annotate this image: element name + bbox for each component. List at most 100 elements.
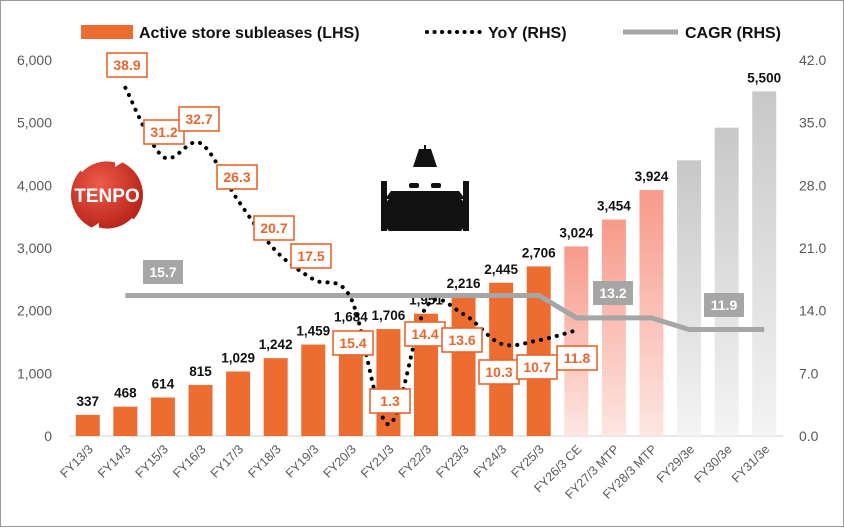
legend-label-cagr: CAGR (RHS) [685, 25, 781, 42]
y-right-tick-label: 21.0 [799, 240, 826, 256]
y-left-tick-label: 0 [44, 428, 52, 444]
yoy-data-label: 31.2 [150, 124, 177, 140]
x-tick-label: FY16/3 [170, 442, 208, 480]
x-tick-label: FY13/3 [58, 442, 96, 480]
x-tick-label: FY17/3 [208, 442, 246, 480]
legend: Active store subleases (LHS) YoY (RHS) C… [81, 25, 781, 42]
legend-label-yoy: YoY (RHS) [488, 25, 567, 42]
yoy-data-label: 13.6 [448, 332, 475, 348]
cagr-data-label: 15.7 [149, 264, 176, 280]
yoy-label-box [478, 359, 520, 385]
cagr-line [125, 292, 765, 332]
bar-data-label: 3,024 [559, 225, 593, 240]
bar-data-label: 3,454 [597, 199, 631, 214]
x-tick-label: FY21/3 [358, 442, 396, 480]
bar [639, 190, 664, 436]
bar [376, 329, 401, 436]
x-tick-label: FY29/3e [654, 442, 697, 485]
yoy-label-box [290, 243, 332, 269]
y-right-tick-label: 28.0 [799, 177, 826, 193]
logo-text: TENPO [74, 186, 139, 207]
cagr-series: 15.7 13.2 11.9 [125, 260, 765, 332]
yoy-data-label: 32.7 [185, 111, 212, 127]
y-left-tick-label: 4,000 [17, 177, 52, 193]
yoy-label-box [178, 106, 220, 132]
legend-swatch-subleases [81, 25, 133, 39]
bar-data-label: 5,500 [747, 70, 781, 85]
yoy-label-box [369, 388, 411, 414]
bar [752, 91, 777, 436]
bar [150, 397, 175, 436]
y-left-tick-label: 5,000 [17, 115, 52, 131]
yoy-data-label: 14.4 [411, 326, 438, 342]
bar-data-label: 468 [114, 386, 137, 401]
bar-data-label: 614 [152, 377, 175, 392]
yoy-label-box [516, 354, 558, 380]
bar [451, 297, 476, 436]
x-tick-label: FY20/3 [321, 442, 359, 480]
cagr-label-box [593, 281, 633, 305]
bar-data-label: 815 [189, 364, 212, 379]
yoy-data-label: 17.5 [297, 248, 324, 264]
yoy-series: 38.9 31.2 32.7 26.3 20.7 17.5 15.4 1.3 14.4 13.6 1… [106, 52, 598, 427]
x-tick-label: FY31/3e [729, 442, 772, 485]
yoy-data-label: 38.9 [113, 57, 140, 73]
y-right-tick-label: 42.0 [799, 52, 826, 68]
x-tick-label: FY14/3 [95, 442, 133, 480]
cagr-label-box [143, 260, 183, 284]
bar-data-label: 1,459 [296, 324, 330, 339]
yoy-data-label: 20.7 [260, 220, 287, 236]
yoy-label-box [332, 330, 374, 356]
bar-data-label: 337 [77, 394, 100, 409]
yoy-data-label: 1.3 [380, 393, 400, 409]
bar-data-label: 2,706 [522, 245, 556, 260]
yoy-line [123, 85, 579, 427]
x-tick-label: FY23/3 [433, 442, 471, 480]
x-tick-label: FY18/3 [245, 442, 283, 480]
bar-data-label: 1,029 [221, 351, 255, 366]
yoy-data-label: 15.4 [339, 335, 366, 351]
yoy-label-box [216, 164, 258, 190]
bar [526, 266, 551, 436]
y-left-tick-label: 2,000 [17, 303, 52, 319]
yoy-label-box [253, 215, 295, 241]
bar-data-label: 2,445 [484, 262, 518, 277]
bar [188, 384, 213, 436]
bar [263, 358, 288, 436]
x-tick-label: FY15/3 [133, 442, 171, 480]
yoy-label-box [556, 345, 598, 371]
y-right-tick-label: 14.0 [799, 303, 826, 319]
y-right-tick-label: 7.0 [799, 365, 819, 381]
yoy-data-label: 26.3 [223, 169, 250, 185]
bar [301, 344, 326, 436]
cagr-data-label: 11.9 [711, 297, 738, 313]
y-left-tick-label: 1,000 [17, 365, 52, 381]
legend-label-subleases: Active store subleases (LHS) [139, 25, 360, 42]
cagr-label-box [704, 293, 744, 317]
bar [564, 246, 589, 436]
bar [677, 160, 702, 436]
yoy-data-label: 11.8 [564, 350, 591, 366]
x-tick-label: FY19/3 [283, 442, 321, 480]
yoy-label-box [143, 119, 185, 145]
bar [113, 406, 138, 436]
yoy-label-box [441, 327, 483, 353]
bar [714, 127, 739, 437]
bar-data-label: 3,924 [635, 169, 669, 184]
bars [75, 91, 777, 437]
y-left-tick-label: 3,000 [17, 240, 52, 256]
x-tick-label: FY30/3e [691, 442, 734, 485]
y-left-tick-label: 6,000 [17, 52, 52, 68]
bar-data-label: 1,242 [259, 337, 293, 352]
bar-data-label: 1,706 [372, 308, 406, 323]
bar-data-label: 1,684 [334, 309, 368, 324]
yoy-label-box [106, 52, 148, 78]
yoy-data-label: 10.3 [485, 364, 512, 380]
bar [75, 414, 100, 436]
yoy-data-label: 10.7 [523, 359, 550, 375]
y-right-tick-label: 35.0 [799, 115, 826, 131]
bar-data-label: 2,216 [447, 276, 481, 291]
